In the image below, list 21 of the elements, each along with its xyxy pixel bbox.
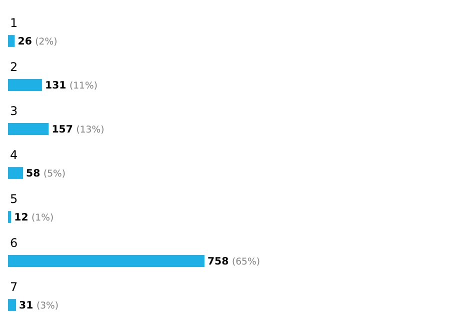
y-tick-label: 1 bbox=[10, 16, 18, 30]
y-tick-label: 7 bbox=[10, 280, 18, 294]
y-tick-label: 6 bbox=[10, 236, 18, 250]
bar bbox=[8, 255, 204, 267]
bar bbox=[8, 35, 15, 47]
y-tick-label: 5 bbox=[10, 192, 18, 206]
y-tick-label: 2 bbox=[10, 60, 18, 74]
data-label: 58 (5%) bbox=[26, 168, 66, 180]
y-tick-label: 4 bbox=[10, 148, 18, 162]
data-label: 26 (2%) bbox=[18, 36, 58, 48]
data-label: 31 (3%) bbox=[19, 300, 59, 312]
data-label: 131 (11%) bbox=[44, 80, 98, 92]
bar bbox=[8, 211, 12, 223]
bar bbox=[8, 299, 16, 311]
data-label: 12 (1%) bbox=[14, 212, 54, 224]
data-label: 157 (13%) bbox=[52, 124, 104, 136]
bar bbox=[8, 79, 42, 91]
data-label: 758 (65%) bbox=[207, 256, 260, 268]
y-tick-label: 3 bbox=[10, 104, 18, 118]
bar bbox=[8, 123, 49, 135]
bar bbox=[8, 167, 24, 179]
